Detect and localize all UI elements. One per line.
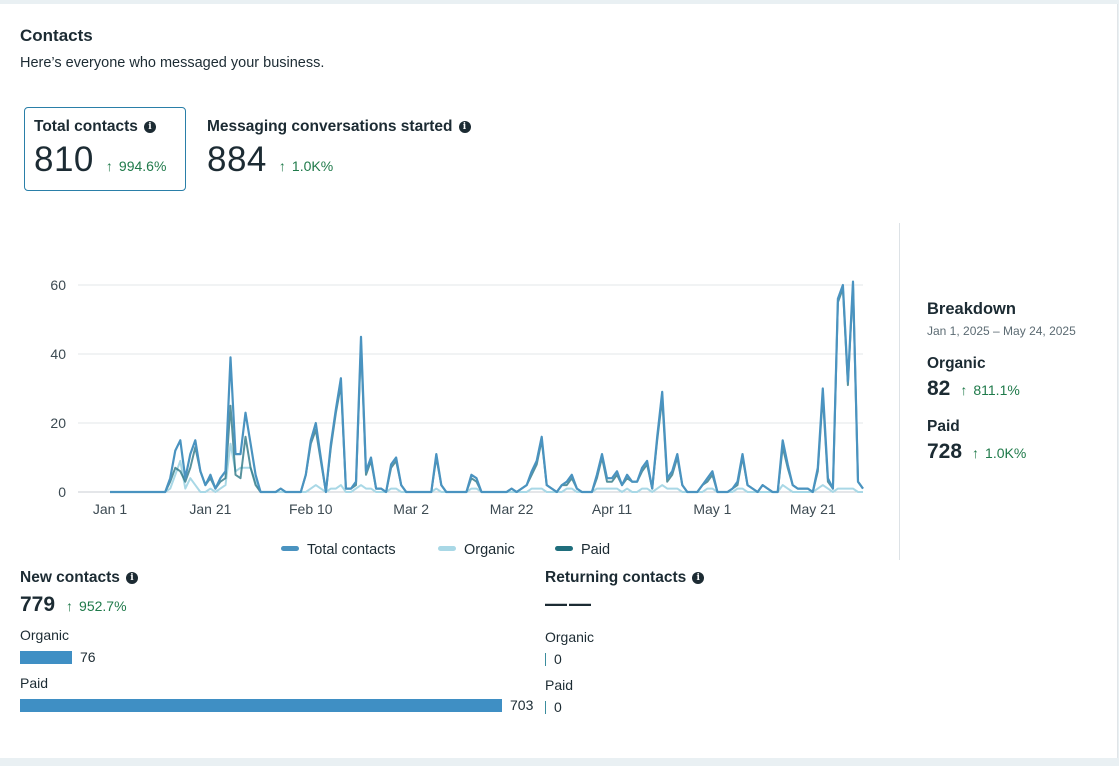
new-contacts-organic-value: 76 [80,649,96,665]
new-contacts-organic-label: Organic [20,627,70,643]
arrow-up-icon: ↑ [278,158,286,174]
returning-contacts-organic-bar [545,652,546,666]
legend-swatch-paid [555,546,573,551]
breakdown-date-range: Jan 1, 2025 – May 24, 2025 [927,324,1076,338]
breakdown-paid-label: Paid [927,418,960,435]
messaging-conversations-value: 884 [207,140,267,179]
x-tick-label: Feb 10 [289,501,333,517]
breakdown-paid-delta: ↑ 1.0K% [972,445,1027,461]
series-line-total [110,280,864,494]
messaging-conversations-delta: ↑ 1.0K% [278,158,334,174]
divider [899,223,900,560]
info-icon[interactable]: i [692,572,705,584]
breakdown-organic-label: Organic [927,355,986,372]
returning-contacts-title: Returning contacts [545,569,687,586]
info-icon[interactable]: i [458,121,471,133]
total-contacts-metric[interactable]: Total contacts i 810 ↑ 994.6% [24,107,186,191]
info-icon[interactable]: i [125,572,138,584]
total-contacts-value: 810 [34,140,94,179]
breakdown-organic-value: 82 [927,377,951,400]
arrow-up-icon: ↑ [66,598,74,614]
page-subtitle: Here’s everyone who messaged your busine… [20,55,325,71]
arrow-up-icon: ↑ [972,445,980,461]
returning-contacts-paid-value: 0 [554,699,562,715]
x-tick-label: May 1 [693,501,731,517]
y-tick-label: 20 [50,415,66,431]
new-contacts-organic-bar [20,650,72,664]
page-title: Contacts [20,26,93,45]
breakdown-panel: Breakdown Jan 1, 2025 – May 24, 2025 Org… [927,300,1076,464]
series-line-organic [110,442,863,493]
x-tick-label: Jan 21 [189,501,231,517]
x-tick-label: Jan 1 [93,501,127,517]
returning-contacts-organic-label: Organic [545,629,595,645]
returning-contacts-section: Returning contacts i —— Organic 0 Paid 0 [545,569,885,715]
contacts-line-chart: 0 20 40 60 Jan 1 Jan 21 Feb 10 Mar 2 Mar 22 Apr 1… [50,277,864,558]
x-tick-label: May 21 [790,501,836,517]
returning-contacts-paid-label: Paid [545,677,574,693]
x-tick-label: Apr 11 [592,501,632,517]
breakdown-paid-value: 728 [927,440,963,463]
returning-contacts-value: —— [545,591,593,616]
x-tick-label: Mar 22 [490,501,534,517]
legend-label-total[interactable]: Total contacts [307,542,396,558]
contacts-card: Contacts Here’s everyone who messaged yo… [0,4,1118,758]
new-contacts-paid-label: Paid [20,675,49,691]
legend-swatch-organic [438,546,456,551]
returning-contacts-paid-bar [545,700,546,714]
arrow-up-icon: ↑ [105,158,113,174]
x-tick-label: Mar 2 [393,501,429,517]
messaging-conversations-label: Messaging conversations started [207,118,453,135]
info-icon[interactable]: i [143,121,156,133]
legend-label-paid[interactable]: Paid [581,542,610,558]
arrow-up-icon: ↑ [960,382,968,398]
new-contacts-title: New contacts [20,569,120,586]
new-contacts-paid-value: 703 [510,697,534,713]
messaging-conversations-metric[interactable]: Messaging conversations started i 884 ↑ 1… [207,108,471,180]
y-tick-label: 0 [58,484,66,500]
total-contacts-delta: ↑ 994.6% [105,158,167,174]
series-line-paid [110,284,864,493]
new-contacts-section: New contacts i 779 ↑ 952.7% Organic 76 Pa… [20,569,540,713]
y-tick-label: 40 [50,346,66,362]
legend-swatch-total [281,546,299,551]
legend-label-organic[interactable]: Organic [464,542,515,558]
y-tick-label: 60 [50,277,66,293]
breakdown-organic-delta: ↑ 811.1% [960,382,1020,398]
returning-contacts-organic-value: 0 [554,651,562,667]
total-contacts-label: Total contacts [34,118,138,135]
breakdown-title: Breakdown [927,300,1016,318]
new-contacts-paid-bar [20,698,502,712]
new-contacts-value: 779 [20,593,56,616]
new-contacts-delta: ↑ 952.7% [66,598,127,614]
